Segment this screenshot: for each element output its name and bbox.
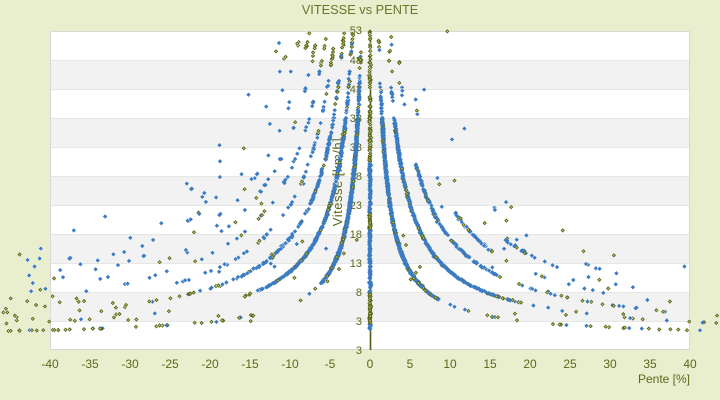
svg-text:Pente [%]: Pente [%]	[638, 372, 690, 386]
svg-text:5: 5	[407, 357, 414, 371]
svg-text:13: 13	[350, 258, 362, 270]
svg-text:-35: -35	[81, 357, 99, 371]
svg-text:3: 3	[356, 345, 362, 357]
svg-text:35: 35	[643, 357, 657, 371]
svg-text:3: 3	[356, 316, 362, 328]
svg-text:-10: -10	[281, 357, 299, 371]
svg-text:0: 0	[367, 357, 374, 371]
svg-text:18: 18	[350, 229, 362, 241]
svg-text:40: 40	[683, 357, 697, 371]
svg-text:-40: -40	[41, 357, 59, 371]
svg-text:30: 30	[603, 357, 617, 371]
svg-text:-30: -30	[121, 357, 139, 371]
svg-text:-5: -5	[325, 357, 336, 371]
svg-text:25: 25	[563, 357, 577, 371]
svg-text:-15: -15	[241, 357, 259, 371]
svg-text:15: 15	[483, 357, 497, 371]
svg-text:-25: -25	[161, 357, 179, 371]
svg-text:20: 20	[523, 357, 537, 371]
svg-text:-20: -20	[201, 357, 219, 371]
svg-text:8: 8	[356, 287, 362, 299]
svg-text:10: 10	[443, 357, 457, 371]
svg-text:VITESSE vs PENTE: VITESSE vs PENTE	[302, 2, 419, 17]
